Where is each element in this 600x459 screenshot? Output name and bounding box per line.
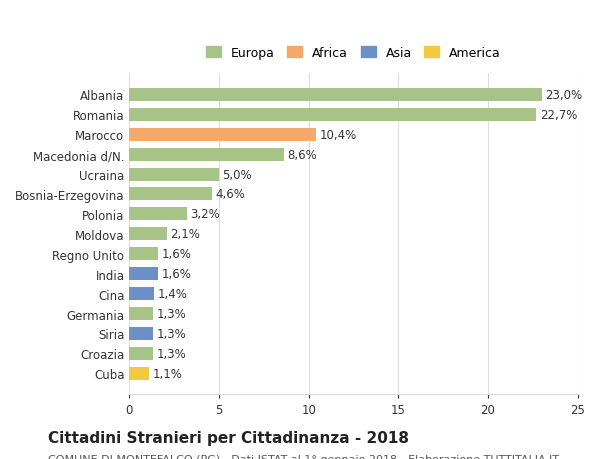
Text: 1,6%: 1,6%: [161, 248, 191, 261]
Bar: [130, 208, 187, 221]
Bar: [130, 129, 316, 141]
Bar: [130, 108, 536, 122]
Text: 1,6%: 1,6%: [161, 268, 191, 280]
Bar: [130, 268, 158, 280]
Text: 22,7%: 22,7%: [540, 108, 577, 122]
Bar: [130, 248, 158, 261]
Text: 1,3%: 1,3%: [156, 347, 186, 360]
Text: 3,2%: 3,2%: [190, 208, 220, 221]
Text: 1,1%: 1,1%: [152, 367, 182, 380]
Bar: [130, 327, 152, 340]
Text: 1,3%: 1,3%: [156, 308, 186, 320]
Text: COMUNE DI MONTEFALCO (PG) - Dati ISTAT al 1° gennaio 2018 - Elaborazione TUTTITA: COMUNE DI MONTEFALCO (PG) - Dati ISTAT a…: [48, 453, 559, 459]
Text: 5,0%: 5,0%: [223, 168, 252, 181]
Bar: [130, 228, 167, 241]
Bar: [130, 168, 219, 181]
Bar: [130, 347, 152, 360]
Bar: [130, 287, 154, 300]
Text: 8,6%: 8,6%: [287, 148, 317, 161]
Bar: [130, 188, 212, 201]
Text: Cittadini Stranieri per Cittadinanza - 2018: Cittadini Stranieri per Cittadinanza - 2…: [48, 430, 409, 445]
Text: 10,4%: 10,4%: [319, 129, 356, 141]
Text: 2,1%: 2,1%: [170, 228, 200, 241]
Text: 1,3%: 1,3%: [156, 327, 186, 340]
Text: 23,0%: 23,0%: [545, 89, 583, 101]
Bar: [130, 89, 542, 101]
Bar: [130, 308, 152, 320]
Text: 4,6%: 4,6%: [215, 188, 245, 201]
Bar: [130, 367, 149, 380]
Text: 1,4%: 1,4%: [158, 287, 188, 301]
Legend: Europa, Africa, Asia, America: Europa, Africa, Asia, America: [201, 42, 506, 65]
Bar: [130, 148, 284, 161]
